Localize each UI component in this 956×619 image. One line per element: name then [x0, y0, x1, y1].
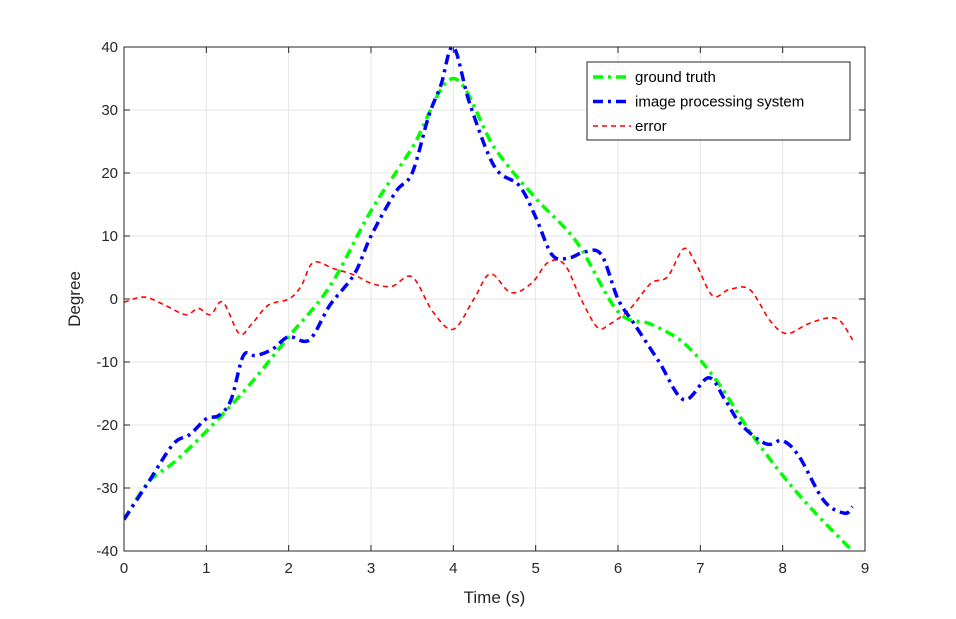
legend-box	[586, 61, 851, 141]
y-tick-label: 10	[101, 228, 118, 245]
series-layer	[124, 45, 854, 553]
x-tick-label: 0	[120, 560, 128, 577]
legend: ground truth image processing system error	[586, 61, 851, 141]
x-tick-label: 1	[202, 560, 210, 577]
legend-label-ground-truth: ground truth	[635, 69, 716, 86]
y-tick-label: -20	[96, 417, 118, 434]
x-tick-label: 7	[696, 560, 704, 577]
legend-label-image-processing-system: image processing system	[635, 94, 804, 111]
series-line-image-processing-system	[124, 45, 854, 521]
x-axis-label: Time (s)	[464, 588, 526, 607]
x-tick-label: 9	[861, 560, 869, 577]
y-tick-label: 20	[101, 165, 118, 182]
x-tick-label: 6	[614, 560, 622, 577]
x-tick-label: 4	[449, 560, 457, 577]
y-tick-label: 40	[101, 39, 118, 56]
x-tick-label: 2	[284, 560, 292, 577]
axis-ticks: 0 1 2 3 4 5 6 7 8 9 -40 -30 -20 -10 0 10 20 30 40	[96, 39, 869, 577]
y-tick-label: 0	[110, 291, 118, 308]
x-tick-label: 5	[531, 560, 539, 577]
x-tick-label: 3	[367, 560, 375, 577]
x-tick-label: 8	[778, 560, 786, 577]
y-tick-label: 30	[101, 102, 118, 119]
y-tick-label: -40	[96, 543, 118, 560]
series-line-ground-truth	[124, 76, 854, 553]
y-axis-label: Degree	[65, 271, 84, 327]
y-tick-label: -30	[96, 480, 118, 497]
legend-label-error: error	[635, 118, 667, 135]
y-tick-label: -10	[96, 354, 118, 371]
